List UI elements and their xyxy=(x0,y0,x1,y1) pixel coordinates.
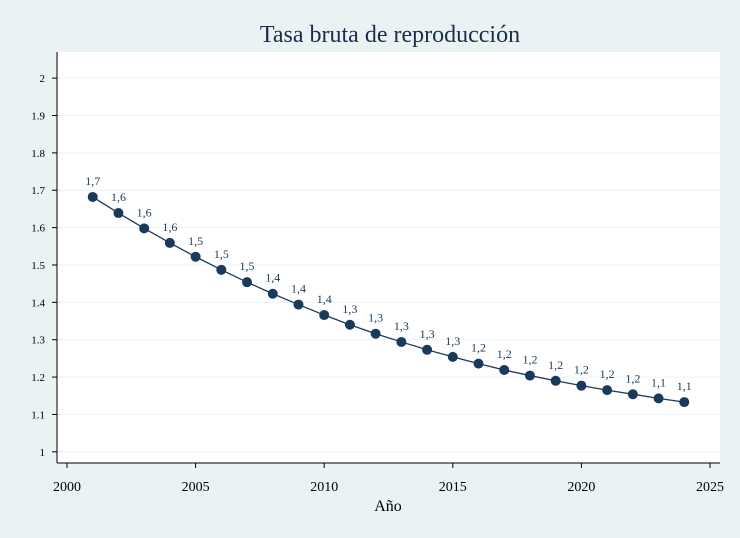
y-tick-label: 1.2 xyxy=(31,372,45,384)
data-point xyxy=(370,328,381,339)
data-label: 1,6 xyxy=(162,220,177,234)
data-label: 1,3 xyxy=(342,302,357,316)
y-tick-label: 1.6 xyxy=(31,223,45,235)
data-label: 1,2 xyxy=(497,347,512,361)
x-tick-label: 2015 xyxy=(439,480,467,495)
data-label: 1,5 xyxy=(188,234,203,248)
x-tick-label: 2000 xyxy=(53,480,81,495)
data-point xyxy=(602,385,613,396)
data-label: 1,3 xyxy=(420,327,435,341)
data-point xyxy=(679,397,690,408)
y-tick-label: 1 xyxy=(40,447,46,459)
data-label: 1,7 xyxy=(85,174,100,188)
x-tick-label: 2005 xyxy=(182,480,210,495)
data-label: 1,6 xyxy=(137,205,152,219)
data-label: 1,2 xyxy=(574,363,589,377)
data-label: 1,2 xyxy=(548,358,563,372)
data-point xyxy=(396,336,407,347)
data-label: 1,3 xyxy=(445,334,460,348)
data-label: 1,2 xyxy=(600,367,615,381)
gridlines xyxy=(57,77,720,453)
data-point xyxy=(653,393,664,404)
data-point xyxy=(242,277,253,288)
data-label: 1,4 xyxy=(291,282,306,296)
plot-area xyxy=(57,52,720,463)
data-label: 1,2 xyxy=(522,353,537,367)
data-label: 1,6 xyxy=(111,190,126,204)
y-axis: 1 1.1 1.2 1.3 1.4 1.5 1.6 1.7 1.8 1.9 2 xyxy=(31,73,57,459)
y-tick-label: 1.3 xyxy=(31,335,45,347)
data-point xyxy=(139,223,150,234)
data-point xyxy=(422,344,433,355)
data-label: 1,3 xyxy=(394,319,409,333)
data-point xyxy=(576,380,587,391)
data-label: 1,1 xyxy=(677,379,692,393)
data-points xyxy=(87,191,690,408)
data-label: 1,5 xyxy=(240,259,255,273)
data-point xyxy=(627,389,638,400)
data-point xyxy=(216,264,227,275)
y-tick-label: 1.8 xyxy=(31,148,45,160)
data-point xyxy=(113,208,124,219)
data-point xyxy=(344,319,355,330)
y-tick-label: 1.9 xyxy=(31,111,45,123)
data-point xyxy=(499,364,510,375)
x-tick-label: 2025 xyxy=(696,480,724,495)
data-label: 1,4 xyxy=(265,271,280,285)
data-point xyxy=(319,310,330,321)
x-axis: 2000 2005 2010 2015 2020 2025 xyxy=(53,463,724,495)
y-tick-label: 1.5 xyxy=(31,260,45,272)
data-point xyxy=(447,351,458,362)
data-point xyxy=(267,288,278,299)
data-point xyxy=(550,375,561,386)
data-point xyxy=(473,358,484,369)
y-tick-label: 1.4 xyxy=(31,297,45,309)
data-label: 1,2 xyxy=(625,371,640,385)
data-point xyxy=(87,191,98,202)
x-tick-label: 2010 xyxy=(310,480,338,495)
y-tick-label: 2 xyxy=(40,73,46,85)
data-point xyxy=(293,299,304,310)
y-tick-label: 1.7 xyxy=(31,185,45,197)
chart-title: Tasa bruta de reproducción xyxy=(260,22,520,48)
x-tick-label: 2020 xyxy=(567,480,595,495)
data-label: 1,4 xyxy=(317,292,332,306)
data-label: 1,3 xyxy=(368,311,383,325)
data-label: 1,5 xyxy=(214,247,229,261)
data-labels: 1,7 1,6 1,6 1,6 1,5 1,5 1,5 1,4 1,4 1,4 1,3 1,3 1,3 1… xyxy=(85,174,692,393)
y-tick-label: 1.1 xyxy=(31,409,45,421)
data-label: 1,1 xyxy=(651,375,666,389)
x-axis-label: Año xyxy=(374,498,402,515)
data-label: 1,2 xyxy=(471,341,486,355)
data-point xyxy=(164,237,175,248)
data-point xyxy=(190,251,201,262)
data-point xyxy=(524,370,535,381)
